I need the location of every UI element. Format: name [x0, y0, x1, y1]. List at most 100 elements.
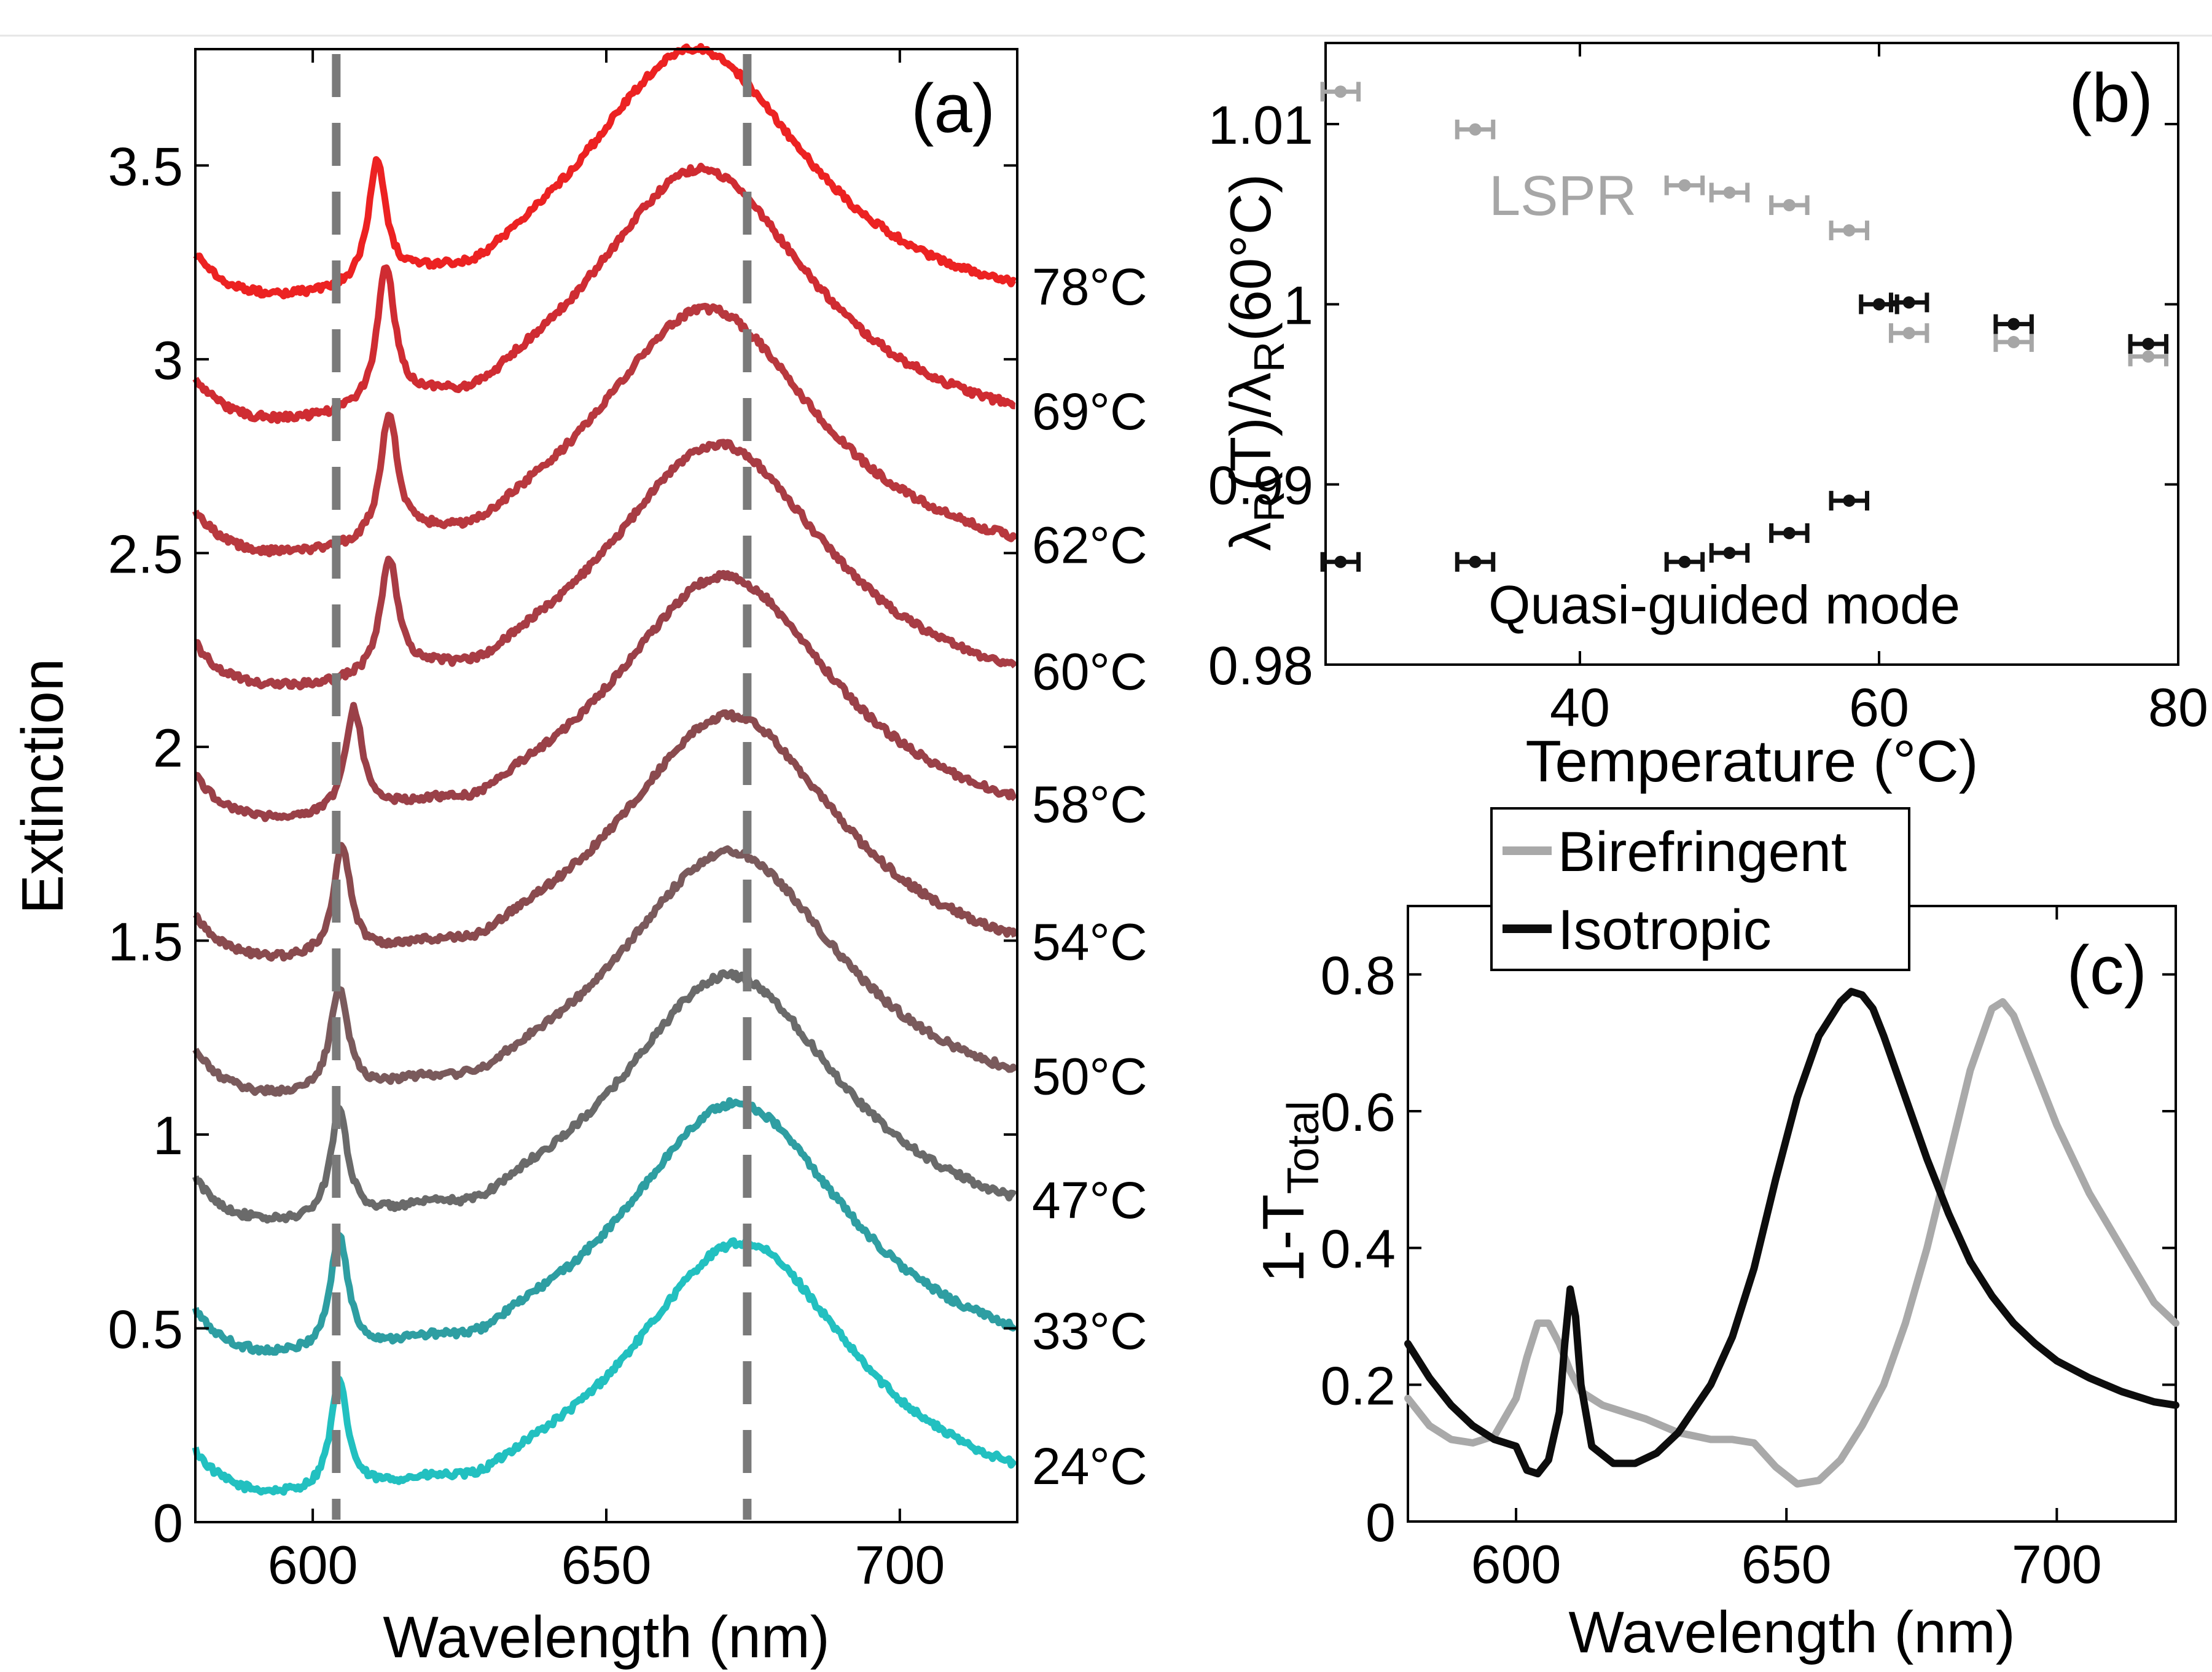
panel-b-xlabel: Temperature (°C) — [1525, 729, 1978, 794]
panel-c-ytick-label: 0.6 — [1321, 1082, 1396, 1143]
panel-a: 600 650 700 0 0.5 1 1.5 2 2.5 3 3.5 (a) Wavelength… — [10, 43, 1147, 1670]
panel-b-ytick-label: 1.01 — [1208, 95, 1313, 155]
data-marker — [1723, 547, 1736, 560]
guided-point — [1664, 552, 1705, 572]
panel-a-ytick-label: 1.5 — [108, 911, 183, 972]
guided-point — [1709, 543, 1750, 563]
panel-c-axes: 600 650 700 0 0.2 0.4 0.6 0.8 — [1321, 906, 2176, 1595]
panel-b-ylabel-text: λR(T)/λR(60°C) — [1218, 174, 1293, 551]
temperature-label: 50°C — [1032, 1047, 1147, 1105]
data-marker — [1469, 123, 1482, 136]
panel-a-reference-lines — [332, 54, 752, 1520]
panel-c-ytick-label: 0.4 — [1321, 1219, 1396, 1279]
temperature-label: 60°C — [1032, 643, 1147, 701]
panel-a-ytick-label: 3 — [153, 330, 183, 391]
panel-b-ytick-label: 1 — [1283, 275, 1313, 335]
data-marker — [1723, 186, 1736, 199]
spectrum-33c — [192, 1097, 1018, 1356]
data-marker — [2007, 318, 2020, 330]
lspr-point — [1769, 195, 1810, 215]
guided-point — [2128, 334, 2169, 354]
panel-c-ytick-label: 0.2 — [1321, 1355, 1396, 1416]
panel-b-xtick-label: 40 — [1550, 677, 1610, 738]
panel-c-ytick-label: 0 — [1366, 1492, 1396, 1553]
panel-a-axes: 600 650 700 0 0.5 1 1.5 2 2.5 3 3.5 — [108, 49, 1017, 1595]
panel-c-xtick-label: 600 — [1471, 1534, 1561, 1595]
data-marker — [1334, 555, 1347, 568]
panel-a-xlabel: Wavelength (nm) — [383, 1604, 829, 1670]
data-marker — [1783, 526, 1796, 539]
temperature-label: 54°C — [1032, 913, 1147, 971]
data-marker — [2142, 350, 2155, 363]
data-marker — [1872, 298, 1885, 311]
temperature-label: 78°C — [1032, 258, 1147, 316]
data-marker — [1334, 85, 1347, 98]
panel-a-xtick-label: 650 — [561, 1534, 652, 1595]
lspr-point — [1664, 175, 1705, 195]
panel-c-legend: Birefringent Isotropic — [1490, 807, 1910, 971]
panel-b-lspr-annotation: LSPR — [1489, 165, 1636, 227]
panel-a-ylabel: Extinction — [10, 658, 76, 914]
lspr-point — [1455, 119, 1496, 139]
lspr-point — [1709, 182, 1750, 203]
panel-b-ytick-label: 0.99 — [1208, 455, 1313, 516]
data-marker — [1843, 224, 1856, 237]
guided-point — [1888, 292, 1929, 313]
panel-b-letter: (b) — [2069, 60, 2153, 136]
temperature-label: 24°C — [1032, 1437, 1147, 1495]
panel-b: 40 60 80 0.98 0.99 1 1.01 (b) LSPR Quasi-guide… — [1208, 42, 2208, 794]
panel-c-xtick-label: 700 — [2012, 1534, 2102, 1595]
panel-b-frame — [1324, 42, 2179, 666]
guided-point — [1455, 552, 1496, 572]
data-marker — [1469, 555, 1482, 568]
birefringent-curve — [1404, 998, 2179, 1488]
panel-b-axes: 40 60 80 0.98 0.99 1 1.01 — [1208, 43, 2208, 738]
spectrum-50c — [192, 845, 1018, 1097]
panel-b-guided-annotation: Quasi-guided mode — [1488, 574, 1960, 635]
panel-c-letter: (c) — [2066, 932, 2147, 1009]
data-marker — [1843, 494, 1856, 507]
guided-point — [1993, 314, 2034, 334]
lspr-point — [1829, 221, 1870, 241]
data-marker — [2007, 335, 2020, 348]
panel-a-frame — [194, 48, 1018, 1523]
spectrum-47c — [192, 969, 1017, 1224]
data-marker — [2142, 337, 2155, 350]
panel-a-ytick-label: 2.5 — [108, 523, 183, 584]
panel-a-series-group — [192, 43, 1018, 1496]
panel-a-ytick-label: 0 — [153, 1493, 183, 1553]
guided-point — [1320, 552, 1361, 572]
panel-a-ytick-label: 2 — [153, 717, 183, 778]
panel-c-series-group — [1404, 988, 2179, 1488]
spectrum-54c — [193, 709, 1018, 962]
data-marker — [1678, 179, 1691, 192]
panel-a-letter: (a) — [911, 70, 995, 147]
lspr-point — [1888, 323, 1929, 343]
panel-a-ytick-label: 0.5 — [108, 1299, 183, 1359]
data-marker — [1783, 199, 1796, 211]
spectrum-69c — [192, 162, 1017, 424]
lspr-point — [1320, 82, 1361, 102]
temperature-label: 33°C — [1032, 1302, 1147, 1360]
temperature-label: 47°C — [1032, 1171, 1147, 1229]
panel-c-ytick-label: 0.8 — [1321, 945, 1396, 1006]
spectrum-60c — [193, 439, 1018, 690]
panel-c: 600 650 700 0 0.2 0.4 0.6 0.8 (c) Wavelength (n… — [1251, 807, 2179, 1665]
guided-point — [1769, 523, 1810, 543]
spectrum-62c — [192, 302, 1018, 558]
panel-b-xtick-label: 80 — [2148, 677, 2208, 738]
panel-c-xlabel: Wavelength (nm) — [1568, 1600, 2015, 1665]
data-marker — [1902, 296, 1915, 309]
isotropic-curve — [1404, 988, 2179, 1478]
legend-isotropic-label: Isotropic — [1558, 899, 1772, 961]
spectrum-58c — [193, 569, 1018, 822]
temperature-label: 69°C — [1032, 383, 1147, 440]
temperature-label: 58°C — [1032, 775, 1147, 833]
panel-c-xtick-label: 650 — [1741, 1534, 1832, 1595]
legend-birefringent-label: Birefringent — [1558, 821, 1847, 883]
panel-b-points-group — [1320, 82, 2169, 572]
panel-c-legend-box — [1490, 807, 1910, 971]
lspr-point — [1993, 332, 2034, 352]
panel-a-xtick-label: 700 — [854, 1534, 945, 1595]
